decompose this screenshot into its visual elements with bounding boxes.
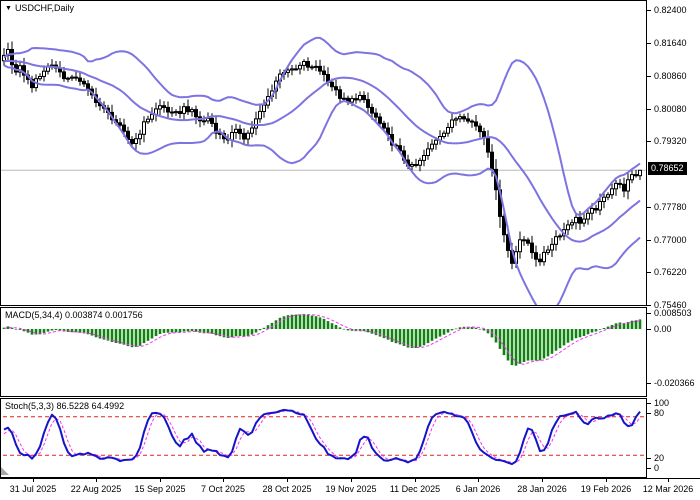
stoch-axis-label: 100 [646,398,670,408]
price-axis-label: 0.80080 [647,104,687,114]
time-axis-label: 6 Jan 2026 [455,484,501,494]
time-axis-label: 11 Dec 2025 [389,484,441,494]
price-chart-plot[interactable] [1,1,646,305]
time-axis-tick [478,479,479,482]
bollinger-middle-band [3,59,641,243]
price-axis-label: 0.80860 [647,71,687,81]
price-axis-label: 0.82400 [647,5,687,15]
time-axis-tick [606,479,607,482]
stoch-axis-label: 80 [646,408,665,418]
time-axis-tick [542,479,543,482]
time-axis-label: 7 Oct 2025 [200,484,246,494]
macd-label: MACD(5,34,4) 0.003874 0.001756 [5,310,143,320]
time-axis-tick [33,479,34,482]
time-axis-tick [96,479,97,482]
price-axis-label: 0.77000 [647,235,687,245]
stochastic-label: Stoch(5,3,3) 86.5228 64.4992 [5,401,125,411]
time-axis-tick [415,479,416,482]
stoch-main-line [3,408,641,466]
time-axis-tick [668,479,669,482]
time-axis-label: 31 Jul 2025 [9,484,57,494]
current-price-tag: 0.78652 [648,162,687,175]
chart-title: ▼ USDCHF,Daily [5,3,74,13]
symbol-period-label: USDCHF,Daily [14,3,74,13]
candles [2,41,642,270]
macd-axis-label: -0.020366 [647,378,695,388]
price-chart-panel[interactable] [0,0,647,306]
stochastic-plot[interactable] [1,399,646,477]
macd-histogram [2,314,642,366]
time-axis-tick [160,479,161,482]
time-axis-label: 22 Aug 2025 [70,484,122,494]
time-axis-label: 19 Nov 2025 [325,484,377,494]
time-axis-tick [223,479,224,482]
collapse-triangle-icon[interactable]: ▼ [5,5,12,12]
time-axis-label: 19 Feb 2026 [580,484,632,494]
time-axis-label: 12 Mar 2026 [642,484,694,494]
scroll-anchor-icon[interactable] [1,467,9,475]
time-axis-tick [351,479,352,482]
time-scale-axis[interactable]: 31 Jul 2025 22 Aug 2025 15 Sep 2025 7 Oct 2… [0,478,700,500]
time-axis-label: 28 Oct 2025 [262,484,312,494]
price-axis-label: 0.76220 [647,267,687,277]
macd-panel[interactable]: MACD(5,34,4) 0.003874 0.001756 [0,307,647,397]
stoch-axis-label: 20 [646,453,665,463]
macd-axis-label: 0.008503 [647,308,692,318]
price-axis-label: 0.81640 [647,38,687,48]
price-axis-label: 0.79320 [647,136,687,146]
time-axis-label: 28 Jan 2026 [517,484,567,494]
stoch-axis-label: 0 [646,463,660,473]
price-axis-label: 0.75460 [647,300,687,310]
bollinger-upper-band [3,36,641,217]
macd-plot[interactable] [1,308,646,396]
time-axis-tick [287,479,288,482]
time-axis-label: 15 Sep 2025 [134,484,186,494]
macd-axis-label: 0.00 [647,324,672,334]
bollinger-lower-band [3,64,641,305]
stochastic-panel[interactable]: Stoch(5,3,3) 86.5228 64.4992 [0,398,647,478]
price-scale-axis[interactable]: 0.82400 0.81640 0.80860 0.80080 0.79320 0.777… [646,0,700,500]
price-axis-label: 0.77780 [647,202,687,212]
